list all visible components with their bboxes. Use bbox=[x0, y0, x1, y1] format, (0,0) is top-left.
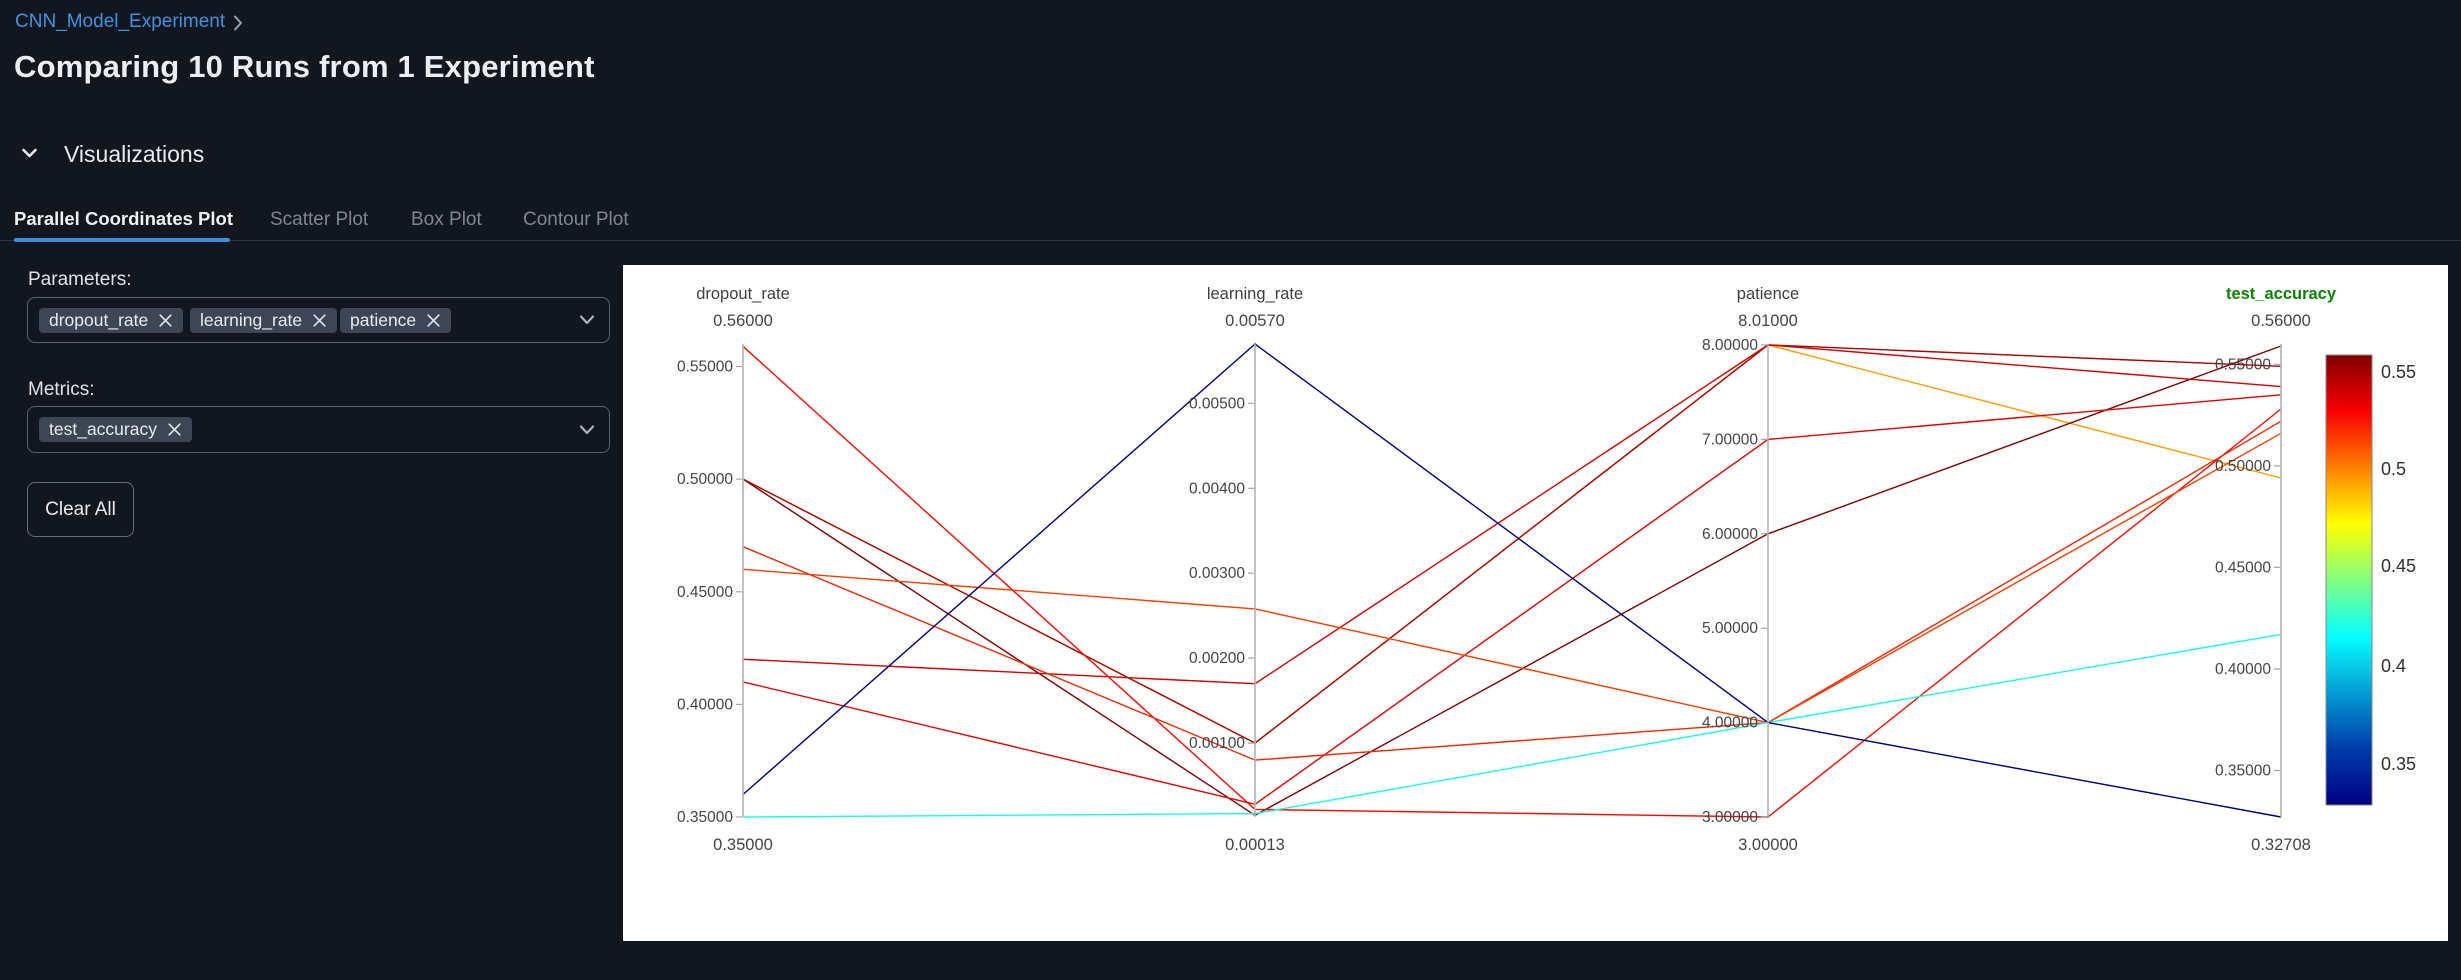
svg-text:7.00000: 7.00000 bbox=[1702, 431, 1758, 448]
svg-text:0.35: 0.35 bbox=[2381, 754, 2416, 774]
svg-text:0.32708: 0.32708 bbox=[2251, 836, 2311, 854]
svg-text:0.00500: 0.00500 bbox=[1189, 395, 1245, 412]
svg-text:0.35000: 0.35000 bbox=[2215, 763, 2271, 780]
svg-text:0.50000: 0.50000 bbox=[2215, 458, 2271, 475]
svg-text:0.50000: 0.50000 bbox=[677, 471, 733, 488]
svg-text:0.5: 0.5 bbox=[2381, 459, 2406, 479]
svg-text:0.00200: 0.00200 bbox=[1189, 650, 1245, 667]
svg-text:0.00100: 0.00100 bbox=[1189, 735, 1245, 752]
svg-text:3.00000: 3.00000 bbox=[1702, 809, 1758, 826]
svg-text:0.45: 0.45 bbox=[2381, 556, 2416, 576]
svg-text:0.56000: 0.56000 bbox=[2251, 312, 2311, 330]
svg-text:0.45000: 0.45000 bbox=[2215, 559, 2271, 576]
svg-text:0.45000: 0.45000 bbox=[677, 584, 733, 601]
svg-text:0.40000: 0.40000 bbox=[2215, 661, 2271, 678]
svg-text:patience: patience bbox=[1737, 285, 1799, 303]
svg-text:5.00000: 5.00000 bbox=[1702, 620, 1758, 637]
svg-text:0.55: 0.55 bbox=[2381, 362, 2416, 382]
svg-text:3.00000: 3.00000 bbox=[1738, 836, 1798, 854]
svg-text:0.4: 0.4 bbox=[2381, 656, 2406, 676]
svg-text:0.00570: 0.00570 bbox=[1225, 312, 1285, 330]
svg-text:test_accuracy: test_accuracy bbox=[2226, 285, 2337, 303]
svg-text:4.00000: 4.00000 bbox=[1702, 715, 1758, 732]
svg-text:0.56000: 0.56000 bbox=[713, 312, 773, 330]
svg-text:0.35000: 0.35000 bbox=[677, 809, 733, 826]
svg-text:0.00400: 0.00400 bbox=[1189, 480, 1245, 497]
svg-text:dropout_rate: dropout_rate bbox=[696, 285, 790, 303]
svg-text:6.00000: 6.00000 bbox=[1702, 526, 1758, 543]
svg-text:0.55000: 0.55000 bbox=[677, 359, 733, 376]
svg-text:8.01000: 8.01000 bbox=[1738, 312, 1798, 330]
svg-text:8.00000: 8.00000 bbox=[1702, 337, 1758, 354]
svg-text:0.00300: 0.00300 bbox=[1189, 565, 1245, 582]
svg-text:0.00013: 0.00013 bbox=[1225, 836, 1285, 854]
svg-text:learning_rate: learning_rate bbox=[1207, 285, 1303, 303]
svg-text:0.55000: 0.55000 bbox=[2215, 356, 2271, 373]
svg-text:0.40000: 0.40000 bbox=[677, 696, 733, 713]
svg-text:0.35000: 0.35000 bbox=[713, 836, 773, 854]
